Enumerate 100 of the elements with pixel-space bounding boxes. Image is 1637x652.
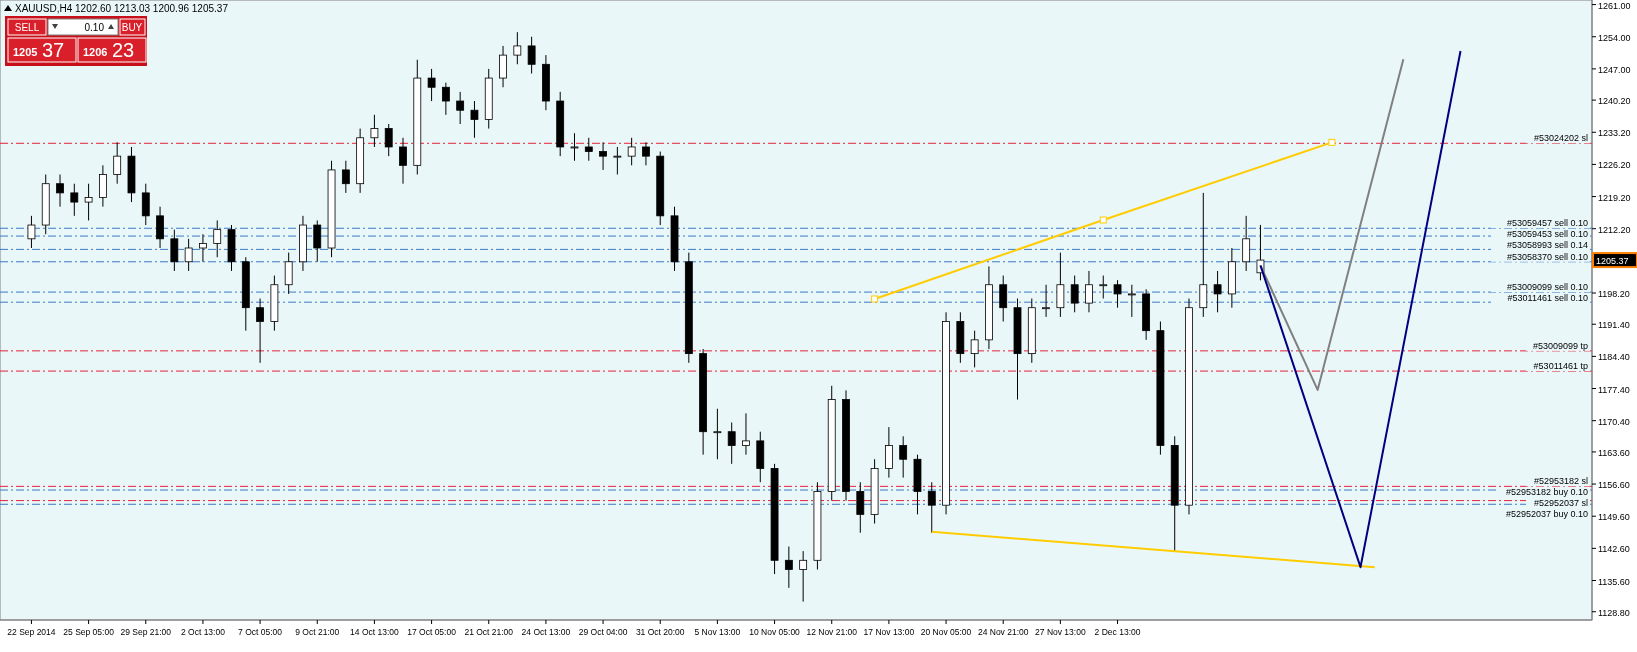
candlestick [399, 137, 407, 185]
ref-line-label: #52952037 sl [1533, 498, 1588, 509]
candlestick [727, 422, 736, 465]
text: 1205.37 [1596, 256, 1629, 267]
candlestick [370, 114, 379, 148]
candlestick [1042, 284, 1050, 318]
ref-line-label: #53059453 sell 0.10 [1506, 229, 1588, 240]
candlestick [513, 31, 522, 65]
candlestick [456, 91, 465, 125]
ref-line-label: #52952037 buy 0.10 [1505, 509, 1588, 520]
y-tick-label: 1170.40 [1598, 416, 1630, 427]
y-tick-label: 1247.00 [1598, 64, 1631, 75]
ref-line-label: #52953182 buy 0.10 [1505, 487, 1588, 498]
candlestick [1070, 275, 1079, 313]
candlestick [213, 219, 222, 258]
x-tick-label: 24 Oct 13:00 [521, 627, 571, 637]
y-tick-label: 1128.80 [1598, 607, 1630, 618]
ref-line-label: #53058370 sell 0.10 [1506, 251, 1588, 262]
candlestick [799, 550, 808, 603]
annotation: 37 [42, 39, 65, 61]
candlestick [713, 408, 722, 460]
y-tick-label: 1142.60 [1598, 544, 1630, 555]
candlestick [499, 45, 507, 88]
x-tick-label: 2 Oct 13:00 [180, 627, 226, 637]
x-tick-label: 9 Oct 21:00 [295, 627, 340, 637]
candlestick [384, 123, 393, 157]
candlestick [642, 141, 650, 166]
ref-line-label: #52953182 sl [1533, 476, 1588, 487]
candlestick [470, 100, 479, 139]
y-tick-label: 1226.20 [1598, 160, 1631, 171]
ref-line-label: #53009099 sell 0.10 [1506, 282, 1588, 293]
annotation: 1205 [13, 46, 38, 58]
annotation: 23 [112, 39, 135, 61]
x-tick-label: 27 Nov 13:00 [1035, 627, 1086, 637]
candlestick [899, 435, 908, 479]
point [1099, 216, 1107, 224]
candlestick [1085, 270, 1093, 313]
candlestick [284, 252, 293, 295]
y-tick-label: 1156.60 [1598, 480, 1630, 491]
x-tick-label: 17 Oct 05:00 [407, 627, 457, 637]
y-tick-label: 1240.20 [1598, 96, 1631, 107]
point [1328, 138, 1336, 146]
annotation: SELL [14, 22, 40, 33]
ref-line-label: #53009099 tp [1532, 340, 1588, 351]
candlestick [256, 298, 264, 364]
y-tick-label: 1219.20 [1598, 192, 1631, 203]
y-tick-label: 1254.00 [1598, 32, 1631, 43]
candlestick [884, 426, 893, 479]
ref-line-label: #53011461 sell 0.10 [1507, 293, 1588, 304]
x-tick-label: 2 Dec 13:00 [1094, 627, 1141, 637]
x-tick-label: 25 Sep 05:00 [63, 627, 115, 637]
x-tick-label: 31 Oct 20:00 [635, 627, 685, 637]
y-tick-label: 1191.40 [1598, 320, 1630, 331]
candlestick [599, 141, 607, 171]
x-tick-label: 21 Oct 21:00 [464, 627, 514, 637]
x-tick-label: 20 Nov 05:00 [920, 627, 972, 637]
x-tick-label: 29 Oct 04:00 [578, 627, 628, 637]
candlestick [970, 330, 979, 368]
x-tick-label: 29 Sep 21:00 [120, 627, 172, 637]
candlestick [141, 183, 150, 226]
candlestick [742, 412, 750, 456]
candlestick [170, 229, 179, 272]
x-tick-label: 10 Nov 05:00 [749, 627, 801, 637]
x-tick-label: 17 Nov 13:00 [863, 627, 915, 637]
ref-line-label: #53059457 sell 0.10 [1506, 218, 1588, 229]
y-tick-label: 1233.20 [1598, 128, 1631, 139]
candlestick [427, 68, 436, 102]
ref-line-label: #53024202 sl [1533, 133, 1588, 144]
x-tick-label: 24 Nov 21:00 [977, 627, 1029, 637]
candlestick [927, 481, 936, 534]
candlestick [84, 183, 93, 221]
x-tick-label: 12 Nov 21:00 [806, 627, 858, 637]
candlestick [184, 238, 193, 272]
x-tick-label: 22 Sep 2014 [7, 627, 56, 637]
candlestick [199, 233, 207, 263]
ref-line-label: #53058993 sell 0.14 [1506, 240, 1588, 251]
candlestick [441, 82, 450, 116]
candlestick [56, 174, 64, 208]
candlestick [313, 219, 322, 263]
annotation: 1206 [83, 46, 108, 58]
candlestick [527, 36, 536, 74]
y-tick-label: 1177.40 [1598, 384, 1630, 395]
x-tick-label: 14 Oct 13:00 [350, 627, 400, 637]
y-tick-label: 1163.60 [1598, 447, 1630, 458]
candlestick [570, 132, 579, 162]
candlestick [1127, 284, 1136, 318]
y-tick-label: 1149.60 [1598, 512, 1630, 523]
y-tick-label: 1198.20 [1598, 289, 1630, 300]
candlestick [584, 137, 593, 162]
candlestick [113, 141, 122, 185]
candlestick [1199, 192, 1208, 318]
candlestick [156, 206, 164, 249]
chart-title: XAUUSD,H4 1202.60 1213.03 1200.96 1205.37 [15, 3, 229, 14]
candlestick [1056, 252, 1065, 318]
candlestick [27, 215, 36, 249]
candlestick [1113, 279, 1122, 309]
x-tick-label: 5 Nov 13:00 [694, 627, 741, 637]
candlestick [341, 160, 350, 194]
point [871, 295, 879, 303]
candlestick [999, 275, 1008, 322]
